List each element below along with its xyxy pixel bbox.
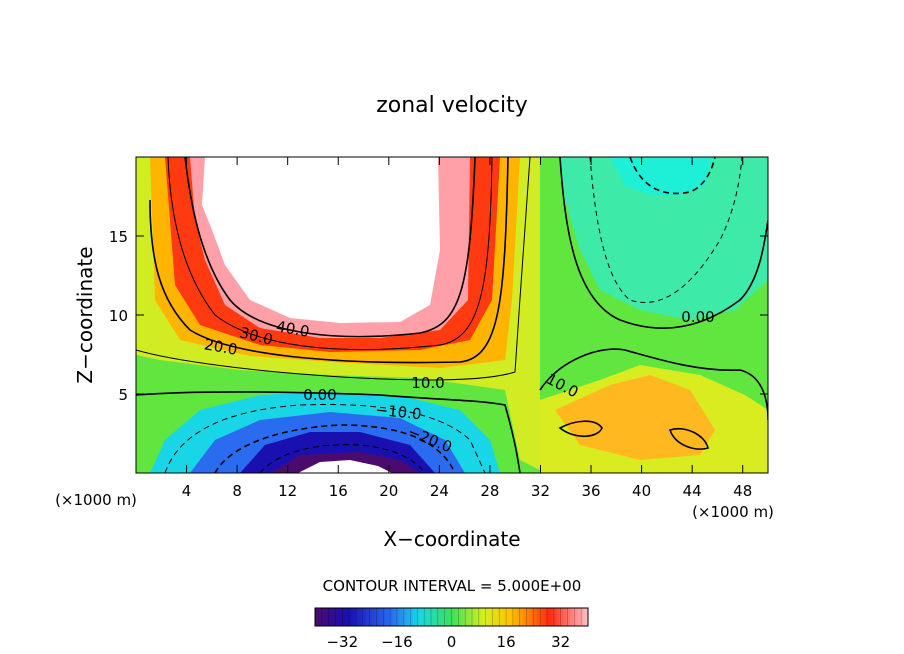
x-tick-label: 24 [430, 482, 449, 500]
field-jet-core-white [202, 157, 440, 323]
colorbar [314, 607, 589, 627]
x-tick-label: 32 [531, 482, 550, 500]
y-axis: 5 10 15 [109, 228, 768, 404]
contour-patch-15 [558, 420, 603, 438]
contour-40 [184, 157, 476, 338]
x-axis-units-right: (×1000 m) [692, 503, 774, 521]
x-axis-label: X−coordinate [383, 527, 520, 551]
x-tick-label: 4 [182, 482, 192, 500]
contour-20 [149, 157, 509, 364]
x-tick-label: 8 [232, 482, 242, 500]
x-tick-label: 12 [278, 482, 297, 500]
field-upper-right-cyan [560, 157, 768, 320]
contour-neg10 [164, 404, 486, 473]
contour-label: 40.0 [275, 317, 311, 341]
colorbar-tick-label: 32 [551, 633, 570, 651]
x-tick-label: 48 [733, 482, 752, 500]
contour-lines [136, 157, 768, 473]
chart-title: zonal velocity [376, 93, 528, 118]
contour-label: 0.00 [303, 386, 336, 404]
colorbar-tick-label: −32 [326, 633, 358, 651]
x-tick-label: 28 [480, 482, 499, 500]
contour-neg20 [214, 424, 456, 473]
plot-area: 40.0 30.0 20.0 10.0 0.00 −10.0 −20.0 10.… [136, 157, 768, 473]
colorbar-tick-label: 16 [497, 633, 516, 651]
contour-right-10 [539, 348, 768, 421]
colorbar-tick-label: −16 [381, 633, 413, 651]
contour-right-neg10 [629, 157, 716, 195]
x-axis: 4 8 12 16 20 24 28 32 36 40 44 48 [182, 157, 752, 500]
x-axis-units-left: (×1000 m) [55, 491, 137, 509]
contour-10 [136, 157, 531, 381]
colorbar-ticks: −32 −16 0 16 32 [314, 608, 589, 651]
y-tick-label: 15 [109, 228, 128, 246]
x-tick-label: 16 [329, 482, 348, 500]
y-tick-label: 5 [118, 386, 128, 404]
contour-patch-15b [668, 428, 709, 450]
contour-label: 0.00 [681, 308, 714, 326]
contour-30 [167, 157, 493, 351]
contour-0 [136, 391, 521, 473]
contour-label: 10.0 [411, 374, 444, 392]
contour-right-0 [559, 157, 768, 329]
contour-label: −10.0 [375, 401, 423, 424]
colorbar-tick-label: 0 [447, 633, 457, 651]
contour-interval-text: CONTOUR INTERVAL = 5.000E+00 [323, 577, 582, 595]
x-tick-label: 40 [632, 482, 651, 500]
contour-label: 20.0 [203, 335, 239, 359]
field-upper-right-core [610, 157, 712, 195]
contour-neg30 [259, 444, 426, 473]
y-tick-label: 10 [109, 307, 128, 325]
x-tick-label: 20 [379, 482, 398, 500]
contour-right-neg5 [589, 157, 743, 303]
x-tick-label: 36 [581, 482, 600, 500]
y-axis-label: Z−coordinate [73, 246, 97, 383]
field-negative-white-core [298, 460, 392, 473]
x-tick-label: 44 [683, 482, 702, 500]
